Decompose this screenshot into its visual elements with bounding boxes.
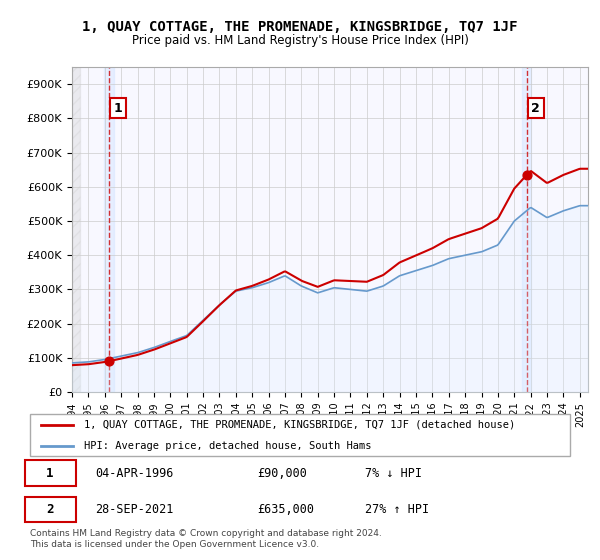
Text: £90,000: £90,000 <box>257 467 307 480</box>
Text: Price paid vs. HM Land Registry's House Price Index (HPI): Price paid vs. HM Land Registry's House … <box>131 34 469 46</box>
Bar <box>72 67 80 392</box>
FancyBboxPatch shape <box>25 497 76 522</box>
Text: 2: 2 <box>532 102 540 115</box>
FancyBboxPatch shape <box>25 460 76 486</box>
Text: 1, QUAY COTTAGE, THE PROMENADE, KINGSBRIDGE, TQ7 1JF: 1, QUAY COTTAGE, THE PROMENADE, KINGSBRI… <box>82 20 518 34</box>
Bar <box>104 67 114 392</box>
Point <box>104 357 113 366</box>
Text: 2: 2 <box>46 503 54 516</box>
Text: HPI: Average price, detached house, South Hams: HPI: Average price, detached house, Sout… <box>84 441 371 451</box>
Text: 27% ↑ HPI: 27% ↑ HPI <box>365 503 429 516</box>
Text: 04-APR-1996: 04-APR-1996 <box>95 467 173 480</box>
Bar <box>521 67 532 392</box>
Point <box>522 170 532 179</box>
FancyBboxPatch shape <box>30 414 570 456</box>
Text: £635,000: £635,000 <box>257 503 314 516</box>
Text: 1, QUAY COTTAGE, THE PROMENADE, KINGSBRIDGE, TQ7 1JF (detached house): 1, QUAY COTTAGE, THE PROMENADE, KINGSBRI… <box>84 420 515 430</box>
Text: 1: 1 <box>114 102 122 115</box>
Text: 1: 1 <box>46 467 54 480</box>
Text: 28-SEP-2021: 28-SEP-2021 <box>95 503 173 516</box>
Text: Contains HM Land Registry data © Crown copyright and database right 2024.
This d: Contains HM Land Registry data © Crown c… <box>30 529 382 549</box>
Text: 7% ↓ HPI: 7% ↓ HPI <box>365 467 422 480</box>
